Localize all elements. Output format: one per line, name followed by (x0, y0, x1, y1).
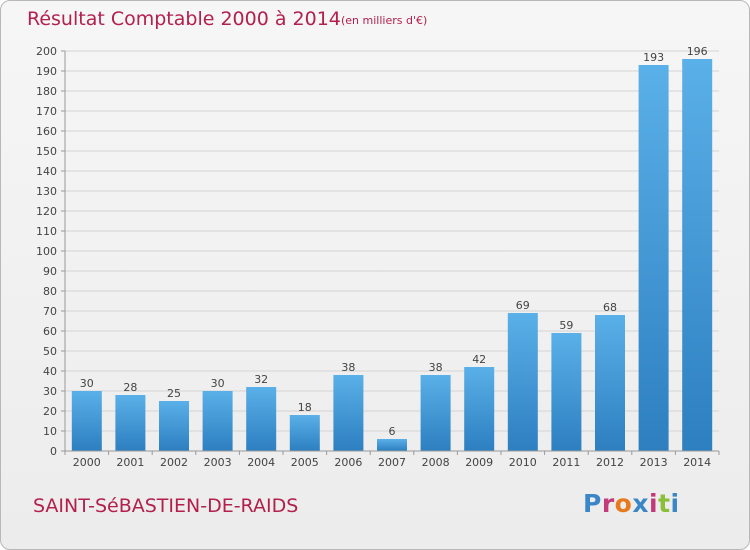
y-tick-label: 0 (50, 445, 57, 458)
data-label-2008: 38 (429, 361, 443, 374)
y-tick-label: 90 (43, 265, 57, 278)
logo-letter: x (632, 489, 649, 518)
data-label-2003: 30 (211, 377, 225, 390)
data-label-2014: 196 (687, 45, 708, 58)
y-tick-labels: 0 10 20 30 40 50 60 70 80 90 100 110 120 130 140 150 160… (36, 45, 65, 458)
bar-2002 (159, 401, 189, 451)
bar-2010 (507, 313, 538, 451)
y-tick-label: 190 (36, 65, 57, 78)
bar-2007 (377, 439, 407, 451)
logo-letter: t (658, 489, 671, 518)
bar-2008 (420, 375, 451, 451)
bar-2014 (682, 59, 713, 451)
bar-2000 (71, 391, 102, 451)
data-label-2010: 69 (516, 299, 530, 312)
data-label-2012: 68 (603, 301, 617, 314)
y-tick-label: 110 (36, 225, 57, 238)
x-tick-label-2000: 2000 (73, 456, 101, 469)
x-tick-label-2014: 2014 (683, 456, 711, 469)
x-tick-label-2007: 2007 (378, 456, 406, 469)
x-tick-label-2002: 2002 (160, 456, 188, 469)
x-tick-label-2001: 2001 (116, 456, 144, 469)
logo-letter: r (601, 489, 615, 518)
y-tick-label: 70 (43, 305, 57, 318)
x-tick-label-2006: 2006 (334, 456, 362, 469)
y-tick-label: 160 (36, 125, 57, 138)
y-tick-label: 50 (43, 345, 57, 358)
logo-letter: i (670, 489, 680, 518)
data-label-2011: 59 (559, 319, 573, 332)
x-tick-label-2004: 2004 (247, 456, 275, 469)
x-tick-label-2009: 2009 (465, 456, 493, 469)
y-tick-label: 170 (36, 105, 57, 118)
bar-2003 (202, 391, 233, 451)
y-tick-label: 20 (43, 405, 57, 418)
y-tick-label: 30 (43, 385, 57, 398)
y-tick-label: 140 (36, 165, 57, 178)
logo-letter: o (614, 489, 633, 518)
y-tick-label: 10 (43, 425, 57, 438)
data-label-2006: 38 (341, 361, 355, 374)
bar-2011 (551, 333, 582, 451)
x-tick-label-2008: 2008 (422, 456, 450, 469)
y-tick-label: 60 (43, 325, 57, 338)
data-label-2001: 28 (123, 381, 137, 394)
bar-2009 (464, 367, 495, 451)
y-tick-label: 130 (36, 185, 57, 198)
bar-2004 (246, 387, 277, 451)
data-label-2013: 193 (643, 51, 664, 64)
bar-2001 (115, 395, 146, 451)
bar-2006 (333, 375, 364, 451)
y-tick-label: 200 (36, 45, 57, 58)
y-tick-label: 40 (43, 365, 57, 378)
x-tick-label-2010: 2010 (509, 456, 537, 469)
logo-letter: P (583, 489, 602, 518)
y-tick-label: 150 (36, 145, 57, 158)
x-tick-label-2003: 2003 (204, 456, 232, 469)
data-label-2002: 25 (167, 387, 181, 400)
x-tick-label-2005: 2005 (291, 456, 319, 469)
commune-name: SAINT-SéBASTIEN-DE-RAIDS (33, 495, 299, 517)
axes (64, 51, 719, 452)
x-tick-label-2012: 2012 (596, 456, 624, 469)
data-label-2000: 30 (80, 377, 94, 390)
x-tick-label-2011: 2011 (552, 456, 580, 469)
data-label-2007: 6 (389, 425, 396, 438)
chart-unit: (en milliers d'€) (341, 14, 428, 27)
data-label-2009: 42 (472, 353, 486, 366)
bars (71, 59, 713, 451)
data-labels: 30 28 25 30 32 18 38 6 38 42 69 59 68 193 196 (80, 45, 708, 438)
y-tick-label: 80 (43, 285, 57, 298)
bar-2005 (289, 415, 320, 451)
data-label-2005: 18 (298, 401, 312, 414)
chart-title: Résultat Comptable 2000 à 2014 (27, 8, 341, 30)
x-tick-label-2013: 2013 (640, 456, 668, 469)
logo-letter: i (649, 489, 659, 518)
x-tick-labels: 2000 2001 2002 2003 2004 2005 2006 2007 2008 2009… (64, 451, 720, 469)
y-tick-label: 120 (36, 205, 57, 218)
bar-2013 (638, 65, 669, 451)
proxiti-logo: Proxiti (583, 489, 680, 518)
y-tick-label: 180 (36, 85, 57, 98)
y-tick-label: 100 (36, 245, 57, 258)
bar-2012 (595, 315, 625, 451)
data-label-2004: 32 (254, 373, 268, 386)
